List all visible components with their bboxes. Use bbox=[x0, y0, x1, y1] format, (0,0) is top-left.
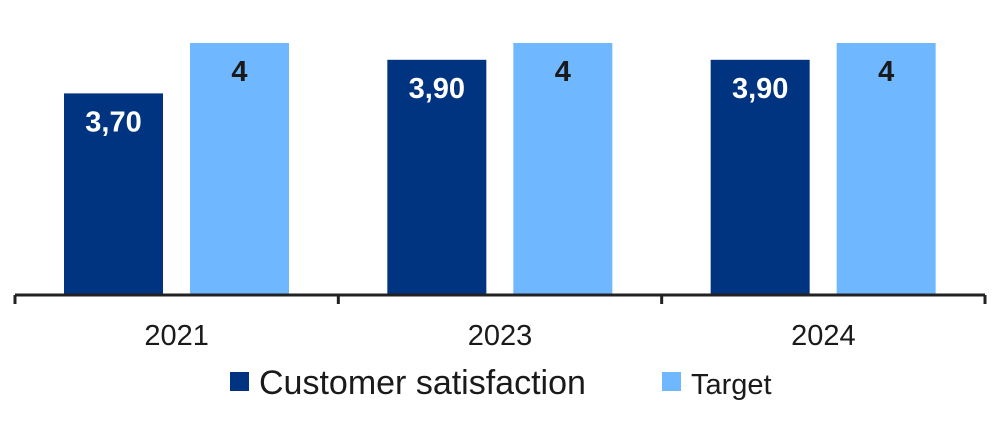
data-label: 4 bbox=[231, 56, 247, 88]
bar-target-2024 bbox=[836, 43, 936, 295]
legend-label: Target bbox=[691, 369, 772, 401]
data-label: 4 bbox=[555, 56, 571, 88]
data-label: 3,70 bbox=[85, 106, 141, 138]
bar-customer-satisfaction-2024 bbox=[710, 59, 810, 295]
data-label: 4 bbox=[878, 56, 894, 88]
bar-customer-satisfaction-2021 bbox=[64, 93, 163, 296]
legend-label: Customer satisfaction bbox=[259, 364, 586, 402]
x-tick-label: 2024 bbox=[791, 320, 856, 352]
bar-customer-satisfaction-2023 bbox=[387, 59, 487, 295]
legend-swatch bbox=[662, 372, 681, 391]
bar-target-2023 bbox=[513, 43, 613, 295]
x-tick-label: 2021 bbox=[144, 320, 209, 352]
data-label: 3,90 bbox=[409, 73, 465, 105]
x-tick-label: 2023 bbox=[468, 320, 533, 352]
data-label: 3,90 bbox=[732, 73, 788, 105]
bar-target-2021 bbox=[190, 43, 289, 295]
legend-swatch bbox=[230, 372, 249, 391]
